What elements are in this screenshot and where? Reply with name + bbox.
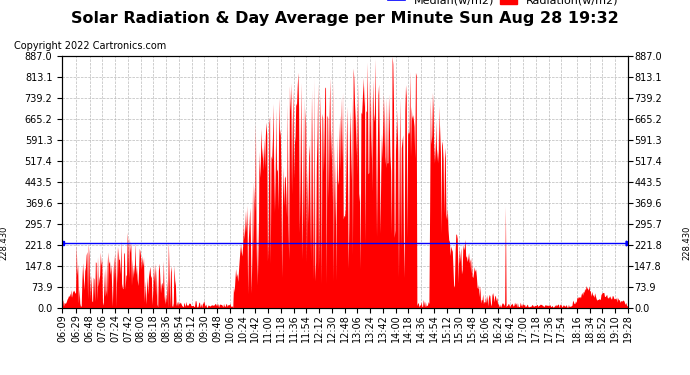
Text: 228.430: 228.430 <box>682 226 690 260</box>
Text: 228.430: 228.430 <box>0 226 8 260</box>
Text: Solar Radiation & Day Average per Minute Sun Aug 28 19:32: Solar Radiation & Day Average per Minute… <box>71 11 619 26</box>
Legend: Median(w/m2), Radiation(w/m2): Median(w/m2), Radiation(w/m2) <box>384 0 622 10</box>
Text: Copyright 2022 Cartronics.com: Copyright 2022 Cartronics.com <box>14 41 166 51</box>
